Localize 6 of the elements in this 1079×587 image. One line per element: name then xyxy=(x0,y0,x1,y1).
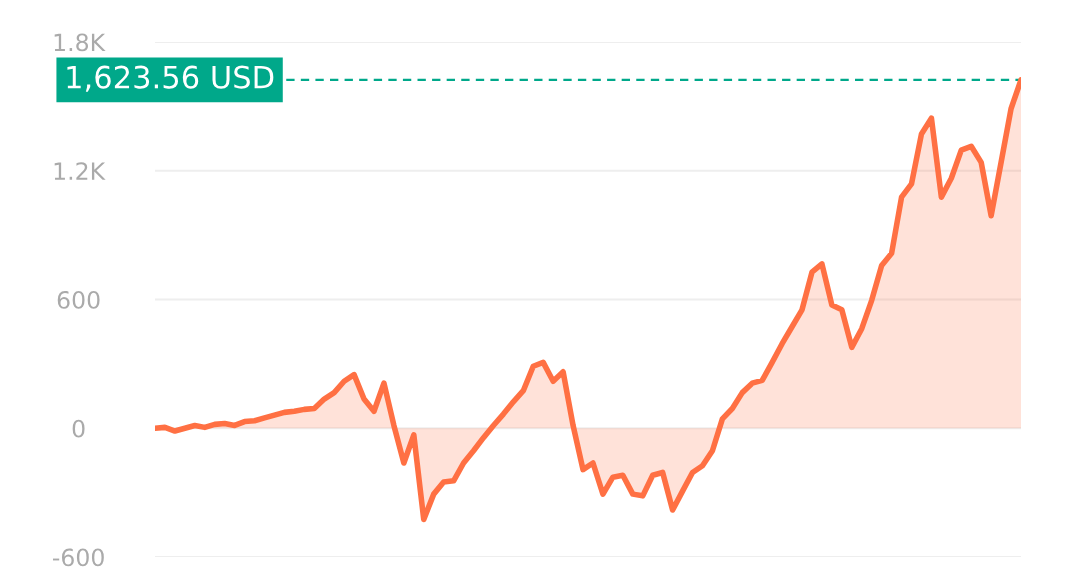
y-tick-label: 1.8K xyxy=(54,33,106,52)
y-tick-label: 0 xyxy=(72,419,85,438)
y-tick-label: 1.2K xyxy=(54,162,106,180)
y-tick-label: 600 xyxy=(57,290,100,309)
ref-line-label: 1,623.56 USD xyxy=(67,65,274,92)
y-tick-label: -600 xyxy=(52,548,104,567)
